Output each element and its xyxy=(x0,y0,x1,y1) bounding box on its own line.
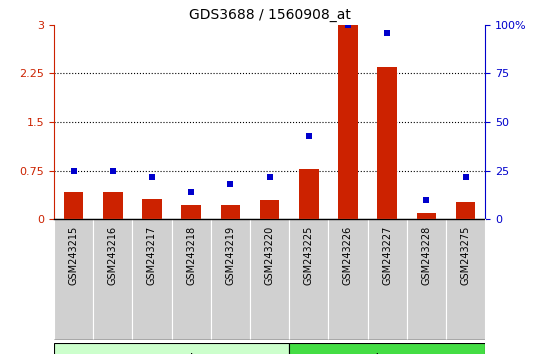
Point xyxy=(383,30,391,35)
Point xyxy=(265,174,274,179)
Text: GSM243218: GSM243218 xyxy=(186,225,196,285)
Text: GSM243226: GSM243226 xyxy=(343,225,353,285)
Point xyxy=(187,189,196,195)
Bar xyxy=(377,67,397,219)
Text: GSM243215: GSM243215 xyxy=(68,225,79,285)
Point xyxy=(226,182,234,187)
Bar xyxy=(142,199,162,219)
Bar xyxy=(446,219,485,340)
Point xyxy=(422,197,431,203)
Text: GSM243220: GSM243220 xyxy=(265,225,274,285)
Bar xyxy=(289,343,485,354)
Bar xyxy=(328,219,368,340)
Bar xyxy=(103,192,122,219)
Text: GSM243228: GSM243228 xyxy=(421,225,431,285)
Text: GSM243225: GSM243225 xyxy=(303,225,314,285)
Bar xyxy=(368,219,407,340)
Bar xyxy=(260,200,279,219)
Text: GSM243216: GSM243216 xyxy=(108,225,118,285)
Bar xyxy=(407,219,446,340)
Text: GSM243275: GSM243275 xyxy=(460,225,471,285)
Bar xyxy=(54,219,93,340)
Bar xyxy=(455,202,475,219)
Text: GSM243217: GSM243217 xyxy=(147,225,157,285)
Bar xyxy=(93,219,132,340)
Point xyxy=(343,22,352,28)
Point xyxy=(305,133,313,138)
Text: control: control xyxy=(150,353,193,354)
Bar xyxy=(299,169,319,219)
Text: GSM243227: GSM243227 xyxy=(382,225,392,285)
Bar xyxy=(338,25,358,219)
Bar xyxy=(132,219,171,340)
Title: GDS3688 / 1560908_at: GDS3688 / 1560908_at xyxy=(189,8,350,22)
Bar xyxy=(54,343,289,354)
Text: obese: obese xyxy=(368,353,406,354)
Bar xyxy=(181,205,201,219)
Point xyxy=(461,174,470,179)
Point xyxy=(148,174,156,179)
Point xyxy=(108,168,117,173)
Bar xyxy=(64,192,84,219)
Bar xyxy=(250,219,289,340)
Bar xyxy=(171,219,211,340)
Bar xyxy=(289,219,328,340)
Bar xyxy=(220,205,240,219)
Bar xyxy=(417,213,436,219)
Point xyxy=(69,168,78,173)
Bar xyxy=(211,219,250,340)
Text: GSM243219: GSM243219 xyxy=(225,225,236,285)
